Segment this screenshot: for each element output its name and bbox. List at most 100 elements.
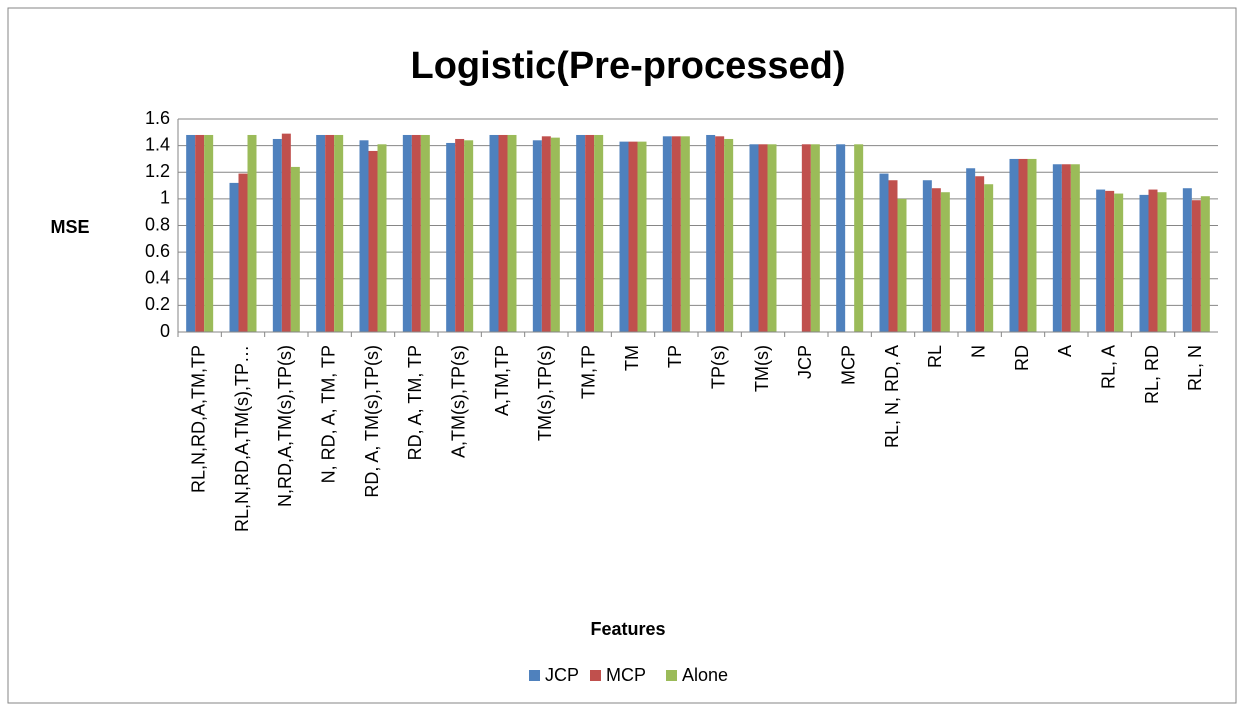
legend-swatch: [590, 670, 601, 681]
x-tick-label: N: [968, 345, 988, 358]
bar: [1200, 196, 1210, 332]
x-tick-label: RL, N, RD, A: [882, 345, 902, 448]
x-tick-label: JCP: [795, 345, 815, 379]
bar: [671, 136, 681, 332]
bar: [204, 134, 214, 332]
bar: [931, 188, 941, 332]
bar: [836, 144, 846, 332]
bar: [619, 141, 629, 332]
legend-label: JCP: [545, 665, 579, 685]
bar: [541, 136, 551, 332]
x-tick-label: TM,TP: [578, 345, 598, 399]
bar: [576, 134, 586, 332]
bar: [489, 134, 499, 332]
bar: [1096, 189, 1106, 332]
bar: [1182, 188, 1192, 332]
x-tick-label: RD: [1012, 345, 1032, 371]
bar: [281, 133, 291, 332]
chart-title: Logistic(Pre-processed): [411, 45, 846, 87]
x-tick-label: RL,N,RD,A,TM(s),TP…: [232, 345, 252, 532]
x-tick-label: RL, A: [1098, 345, 1118, 389]
bar: [758, 144, 768, 332]
y-tick-label: 0.2: [145, 294, 170, 314]
bar: [186, 134, 196, 332]
bar: [446, 142, 456, 332]
bar: [715, 136, 725, 332]
bar: [680, 136, 690, 332]
x-tick-label: RD, A, TM(s),TP(s): [362, 345, 382, 498]
y-tick-label: 1: [160, 188, 170, 208]
bar: [377, 144, 387, 332]
bar: [1070, 164, 1080, 332]
bar: [1061, 164, 1071, 332]
x-tick-label: RD, A, TM, TP: [405, 345, 425, 460]
x-tick-label: A,TM(s),TP(s): [448, 345, 468, 458]
bar: [879, 173, 889, 332]
bar: [1114, 193, 1124, 332]
x-tick-label: N, RD, A, TM, TP: [318, 345, 338, 483]
bar: [897, 198, 907, 332]
bar: [1148, 189, 1158, 332]
bar: [706, 134, 716, 332]
y-tick-label: 0: [160, 321, 170, 341]
bar: [464, 140, 474, 332]
bar: [247, 134, 257, 332]
x-tick-label: TM(s),TP(s): [535, 345, 555, 441]
bar: [767, 144, 777, 332]
y-axis-label: MSE: [50, 217, 89, 237]
x-tick-label: N,RD,A,TM(s),TP(s): [275, 345, 295, 507]
bar: [724, 138, 734, 332]
y-tick-label: 0.8: [145, 214, 170, 234]
bar: [594, 134, 604, 332]
bar: [940, 192, 950, 332]
bar: [749, 144, 759, 332]
x-tick-label: RL: [925, 345, 945, 368]
bar: [975, 176, 985, 332]
x-axis-label: Features: [590, 619, 665, 639]
bar: [801, 144, 811, 332]
bar: [532, 140, 542, 332]
x-tick-label: RL, RD: [1142, 345, 1162, 404]
bar: [984, 184, 994, 332]
bar: [550, 137, 560, 332]
y-tick-label: 1.4: [145, 134, 170, 154]
bar: [922, 180, 932, 332]
bar: [368, 150, 378, 332]
bar: [334, 134, 344, 332]
y-tick-label: 1.2: [145, 161, 170, 181]
x-tick-label: TM(s): [752, 345, 772, 392]
y-tick-label: 1.6: [145, 108, 170, 128]
bar: [420, 134, 430, 332]
bar: [411, 134, 421, 332]
legend-label: Alone: [682, 665, 728, 685]
bar: [238, 173, 248, 332]
x-tick-label: MCP: [838, 345, 858, 385]
bar: [1018, 158, 1028, 332]
x-tick-label: TM: [622, 345, 642, 371]
bar: [888, 180, 898, 332]
bar: [272, 138, 282, 332]
legend-swatch: [529, 670, 540, 681]
bar: [290, 166, 300, 332]
bar: [662, 136, 672, 332]
bar: [1191, 200, 1201, 332]
x-tick-label: A: [1055, 345, 1075, 357]
legend-label: MCP: [606, 665, 646, 685]
x-tick-label: TP: [665, 345, 685, 368]
bar: [1157, 192, 1167, 332]
bar: [402, 134, 412, 332]
bar: [316, 134, 326, 332]
bar: [1009, 158, 1019, 332]
bar: [637, 141, 647, 332]
bar: [1105, 190, 1115, 332]
x-tick-label: TP(s): [708, 345, 728, 389]
bar: [966, 168, 976, 332]
bar: [810, 144, 820, 332]
bar: [585, 134, 595, 332]
x-tick-label: RL, N: [1185, 345, 1205, 391]
x-tick-label: RL,N,RD,A,TM,TP: [188, 345, 208, 493]
x-tick-label: A,TM,TP: [492, 345, 512, 416]
y-tick-label: 0.6: [145, 241, 170, 261]
bar: [1052, 164, 1062, 332]
